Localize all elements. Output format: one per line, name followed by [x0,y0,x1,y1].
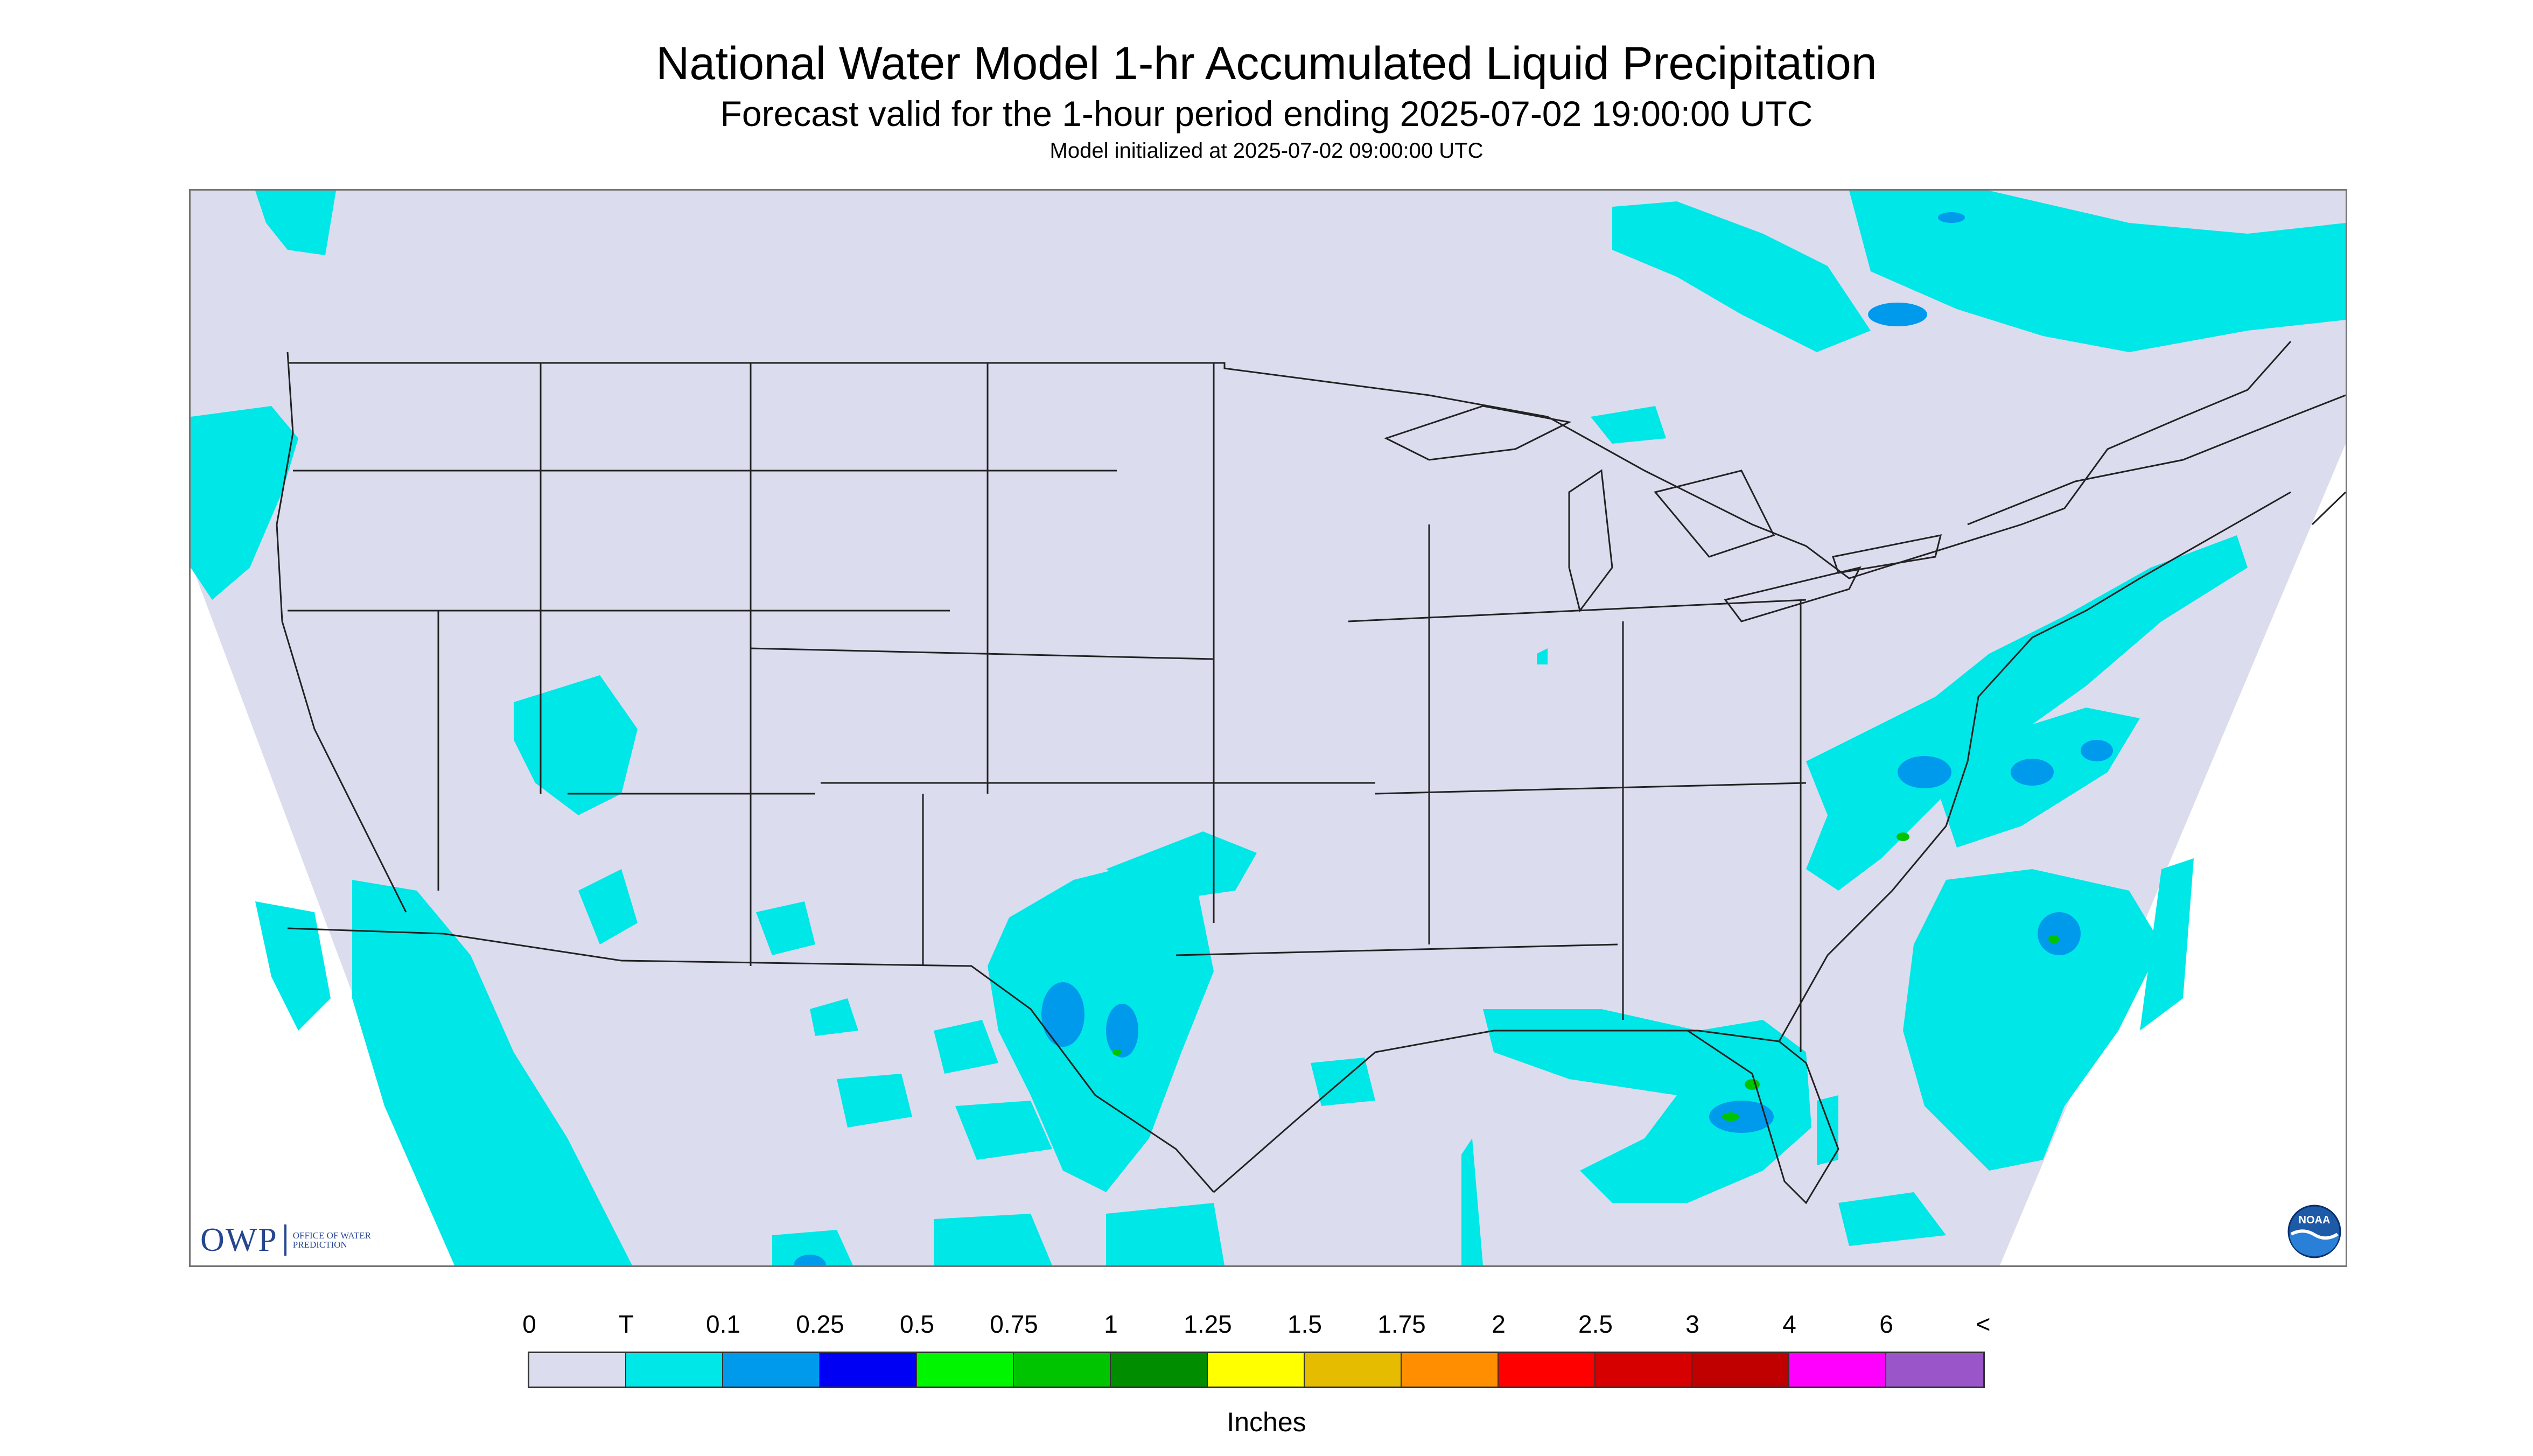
legend-tick-label: 6 [1879,1310,1893,1338]
legend-swatch [1208,1353,1305,1387]
owp-logo-subtext: OFFICE OF WATER PREDICTION [292,1230,371,1250]
legend-tick-label: 0 [522,1310,536,1338]
legend-tick-label: 0.5 [900,1310,934,1338]
legend-tick-label: 0.75 [990,1310,1038,1338]
legend-swatch [626,1353,723,1387]
owp-logo: OWP OFFICE OF WATER PREDICTION [200,1221,374,1259]
legend-swatch [1402,1353,1499,1387]
legend-tick-label: 3 [1685,1310,1699,1338]
forecast-valid-subtitle: Forecast valid for the 1-hour period end… [720,94,1813,134]
legend-tick-label: T [618,1310,634,1338]
precipitation-map [189,189,2347,1267]
boundary-lines [276,341,2346,1205]
legend-swatch [723,1353,820,1387]
legend-swatch [1014,1353,1111,1387]
legend-swatch [1789,1353,1886,1387]
legend-tick-label: 0.25 [796,1310,844,1338]
legend-units-label: Inches [1227,1407,1306,1437]
model-init-caption: Model initialized at 2025-07-02 09:00:00… [1049,139,1484,163]
legend-tick-label: 1.5 [1288,1310,1322,1338]
legend-swatch [529,1353,626,1387]
legend-tick-label: 4 [1782,1310,1796,1338]
legend-swatch [1692,1353,1789,1387]
legend-swatch [917,1353,1014,1387]
legend-swatch [820,1353,917,1387]
precip-heavy-cores [1112,832,2059,1121]
noaa-logo: NOAA [2287,1205,2341,1258]
legend-swatch [1596,1353,1692,1387]
precip-color-scale [528,1352,1985,1388]
legend-swatch [1305,1353,1402,1387]
legend-tick-label: 2 [1492,1310,1506,1338]
owp-logo-divider [284,1224,286,1256]
noaa-logo-text: NOAA [2299,1214,2331,1226]
legend-tick-label: 2.5 [1578,1310,1613,1338]
model-domain [191,191,2346,1265]
map-title: National Water Model 1-hr Accumulated Li… [656,38,1877,89]
legend-tick-label: 0.1 [706,1310,740,1338]
legend-swatch [1886,1353,1983,1387]
legend-swatch [1111,1353,1208,1387]
owp-logo-mark: OWP [200,1221,278,1258]
legend-tick-label: 1 [1104,1310,1118,1338]
legend-swatch [1499,1353,1596,1387]
precip-moderate-cores [794,212,2113,1265]
legend-tick-label: < [1976,1310,1991,1338]
legend-tick-label: 1.25 [1184,1310,1232,1338]
legend-tick-label: 1.75 [1377,1310,1426,1338]
